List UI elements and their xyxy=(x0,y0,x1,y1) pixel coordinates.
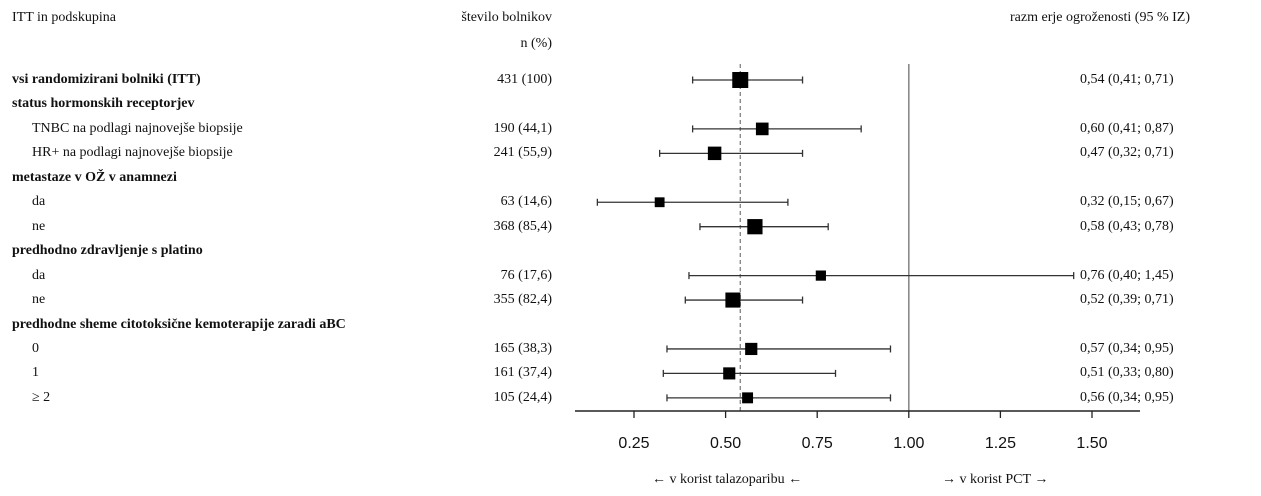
hazard-ratio-value: 0,76 (0,40; 1,45) xyxy=(1080,267,1174,283)
patient-count: 431 (100) xyxy=(497,72,552,87)
patient-count: 165 (38,3) xyxy=(493,340,552,356)
x-tick-label: 0.75 xyxy=(802,435,833,452)
header-hazard-ratio: razm erje ogroženosti (95 % IZ) xyxy=(1010,10,1190,25)
favor-talazoparib-label: ← v korist talazoparibu ← xyxy=(652,472,803,487)
x-tick-label: 1.50 xyxy=(1076,435,1107,452)
hazard-ratio-value: 0,56 (0,34; 0,95) xyxy=(1080,389,1174,405)
header-n-percent: n (%) xyxy=(520,36,553,51)
subgroup-label: ne xyxy=(32,292,46,308)
subgroup-label: 1 xyxy=(32,365,39,381)
group-label: status hormonskih receptorjev xyxy=(12,96,195,112)
point-estimate xyxy=(815,270,826,281)
patient-count: 368 (85,4) xyxy=(493,218,552,234)
subgroup-label: ne xyxy=(32,218,46,234)
x-tick-label: 1.00 xyxy=(893,435,924,452)
favor-pct-label: → v korist PCT → xyxy=(942,472,1049,487)
point-estimate xyxy=(732,72,749,88)
subgroup-label: da xyxy=(32,267,46,283)
x-tick-label: 0.25 xyxy=(618,435,649,452)
group-label: metastaze v OŽ v anamnezi xyxy=(12,169,177,185)
patient-count: 190 (44,1) xyxy=(493,120,552,136)
hazard-ratio-value: 0,54 (0,41; 0,71) xyxy=(1080,72,1174,87)
hazard-ratio-value: 0,32 (0,15; 0,67) xyxy=(1080,194,1174,210)
group-label: predhodno zdravljenje s platino xyxy=(12,243,203,259)
hazard-ratio-value: 0,47 (0,32; 0,71) xyxy=(1080,145,1174,161)
patient-count: 76 (17,6) xyxy=(500,267,552,283)
subgroup-label: HR+ na podlagi najnovejše biopsije xyxy=(32,145,233,161)
header-subgroup: ITT in podskupina xyxy=(12,10,116,25)
subgroup-label: da xyxy=(32,194,46,210)
point-estimate xyxy=(723,367,736,380)
point-estimate xyxy=(654,197,665,208)
subgroup-label: TNBC na podlagi najnovejše biopsije xyxy=(32,120,243,136)
point-estimate xyxy=(725,292,741,308)
patient-count: 105 (24,4) xyxy=(493,389,552,405)
x-tick-label: 0.50 xyxy=(710,435,741,452)
group-label: vsi randomizirani bolniki (ITT) xyxy=(12,72,201,87)
point-estimate xyxy=(755,122,769,136)
hazard-ratio-value: 0,57 (0,34; 0,95) xyxy=(1080,340,1174,356)
patient-count: 63 (14,6) xyxy=(500,194,552,210)
hazard-ratio-value: 0,58 (0,43; 0,78) xyxy=(1080,218,1174,234)
group-label: predhodne sheme citotoksične kemoterapij… xyxy=(12,316,346,332)
x-tick-label: 1.25 xyxy=(985,435,1016,452)
subgroup-label: 0 xyxy=(32,340,39,356)
patient-count: 241 (55,9) xyxy=(493,145,552,161)
hazard-ratio-value: 0,52 (0,39; 0,71) xyxy=(1080,292,1174,308)
subgroup-label: ≥ 2 xyxy=(32,389,51,405)
patient-count: 355 (82,4) xyxy=(493,292,552,308)
point-estimate xyxy=(745,342,758,356)
hazard-ratio-value: 0,51 (0,33; 0,80) xyxy=(1080,365,1174,381)
point-estimate xyxy=(707,146,722,161)
hazard-ratio-value: 0,60 (0,41; 0,87) xyxy=(1080,120,1174,136)
point-estimate xyxy=(747,219,763,235)
point-estimate xyxy=(742,392,754,404)
patient-count: 161 (37,4) xyxy=(493,365,552,381)
header-patients: število bolnikov xyxy=(461,10,552,25)
